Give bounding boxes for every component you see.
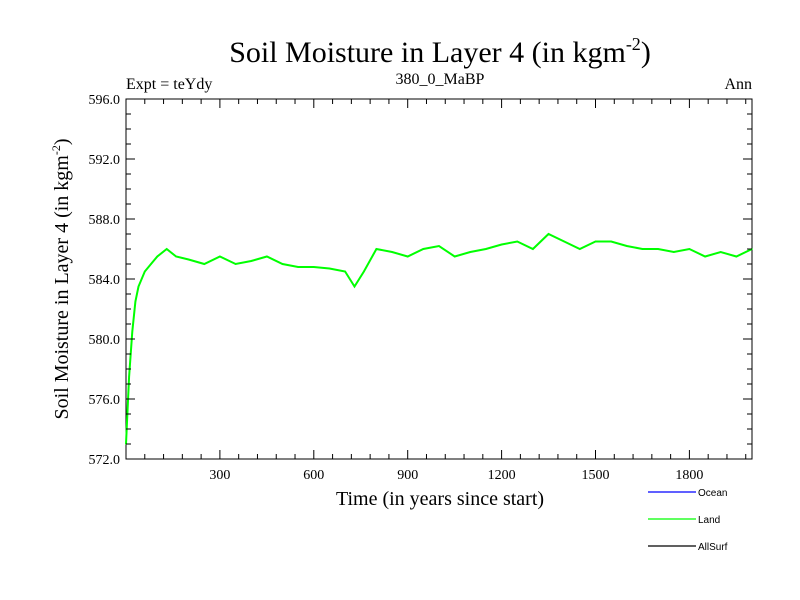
data-point-land bbox=[719, 251, 722, 253]
data-point-land bbox=[391, 251, 393, 253]
data-point-land bbox=[344, 270, 346, 273]
chart-title: Soil Moisture in Layer 4 (in kgm-2) bbox=[229, 34, 651, 69]
legend-label-ocean: Ocean bbox=[698, 488, 727, 499]
data-point-land bbox=[219, 255, 221, 258]
y-tick-label: 576.0 bbox=[89, 393, 121, 408]
x-tick-label: 1500 bbox=[582, 468, 610, 483]
series-line-land bbox=[125, 232, 753, 445]
data-point-land bbox=[353, 285, 356, 288]
tick-labels-layer: 572.0 576.0 580.0 584.0 588.0 592.0 596.0 300 60… bbox=[89, 93, 704, 483]
series-layer bbox=[125, 232, 753, 445]
y-axis-label-superscript: -2 bbox=[49, 145, 63, 155]
y-tick-label: 588.0 bbox=[89, 213, 121, 228]
data-point-land bbox=[281, 263, 284, 265]
data-point-land bbox=[137, 285, 140, 288]
data-point-land bbox=[735, 255, 738, 258]
y-axis-label-suffix: ) bbox=[51, 138, 73, 145]
data-point-land bbox=[704, 255, 706, 258]
data-point-land bbox=[547, 233, 550, 235]
subtitle-center: 380_0_MaBP bbox=[396, 71, 485, 88]
subtitle-left: Expt = teYdy bbox=[126, 76, 212, 93]
x-tick-label: 1200 bbox=[488, 468, 516, 483]
subtitle-right: Ann bbox=[724, 76, 752, 93]
chart-title-main: Soil Moisture in Layer 4 (in kgm bbox=[229, 36, 626, 69]
data-point-land bbox=[150, 263, 152, 265]
y-tick-label: 596.0 bbox=[89, 93, 121, 108]
ticks-layer bbox=[126, 98, 752, 460]
data-point-land bbox=[165, 248, 168, 250]
data-point-land bbox=[250, 260, 252, 262]
y-tick-label: 572.0 bbox=[89, 453, 121, 468]
data-point-land bbox=[641, 248, 644, 250]
data-point-land bbox=[438, 245, 440, 247]
data-point-land bbox=[500, 243, 503, 246]
y-axis-label-main: Soil Moisture in Layer 4 (in kgm bbox=[51, 155, 73, 420]
x-tick-label: 900 bbox=[397, 468, 418, 483]
data-point-land bbox=[156, 255, 159, 258]
data-point-land bbox=[516, 240, 519, 243]
data-point-land bbox=[453, 255, 456, 258]
x-tick-label: 1800 bbox=[675, 468, 703, 483]
legend: Ocean Land AllSurf bbox=[648, 488, 728, 553]
data-point-land bbox=[594, 240, 597, 243]
data-point-land bbox=[657, 248, 659, 250]
data-point-land bbox=[131, 330, 134, 333]
data-point-land bbox=[234, 263, 237, 265]
data-point-land bbox=[422, 248, 425, 250]
y-tick-label: 584.0 bbox=[89, 273, 121, 288]
data-point-land bbox=[175, 255, 177, 258]
data-point-land bbox=[469, 251, 472, 253]
legend-label-land: Land bbox=[698, 515, 720, 526]
data-point-land bbox=[313, 266, 315, 268]
data-point-land bbox=[363, 270, 365, 273]
data-point-land bbox=[134, 300, 137, 303]
data-point-land bbox=[128, 375, 130, 378]
data-point-land bbox=[187, 258, 190, 261]
data-point-land bbox=[532, 248, 534, 250]
x-axis-label: Time (in years since start) bbox=[336, 488, 544, 510]
data-point-land bbox=[485, 248, 487, 250]
data-point-land bbox=[610, 240, 612, 243]
data-point-land bbox=[579, 248, 581, 250]
x-tick-label: 600 bbox=[303, 468, 324, 483]
data-point-land bbox=[672, 251, 675, 253]
data-point-land bbox=[328, 267, 331, 270]
data-point-land bbox=[375, 248, 378, 250]
data-point-land bbox=[203, 263, 206, 265]
x-tick-label: 300 bbox=[209, 468, 230, 483]
plot-area bbox=[125, 98, 753, 460]
data-point-land bbox=[266, 255, 268, 258]
y-tick-label: 592.0 bbox=[89, 153, 121, 168]
data-point-land bbox=[297, 266, 299, 268]
data-point-land bbox=[563, 240, 565, 243]
chart-title-suffix: ) bbox=[641, 36, 651, 69]
data-point-land bbox=[143, 270, 146, 273]
data-point-land bbox=[688, 248, 691, 250]
y-axis-label: Soil Moisture in Layer 4 (in kgm-2) bbox=[49, 138, 73, 419]
data-point-land bbox=[626, 245, 628, 247]
data-point-land bbox=[406, 255, 409, 258]
chart-title-superscript: -2 bbox=[626, 34, 641, 54]
y-tick-label: 580.0 bbox=[89, 333, 121, 348]
legend-label-allsurf: AllSurf bbox=[698, 542, 728, 553]
